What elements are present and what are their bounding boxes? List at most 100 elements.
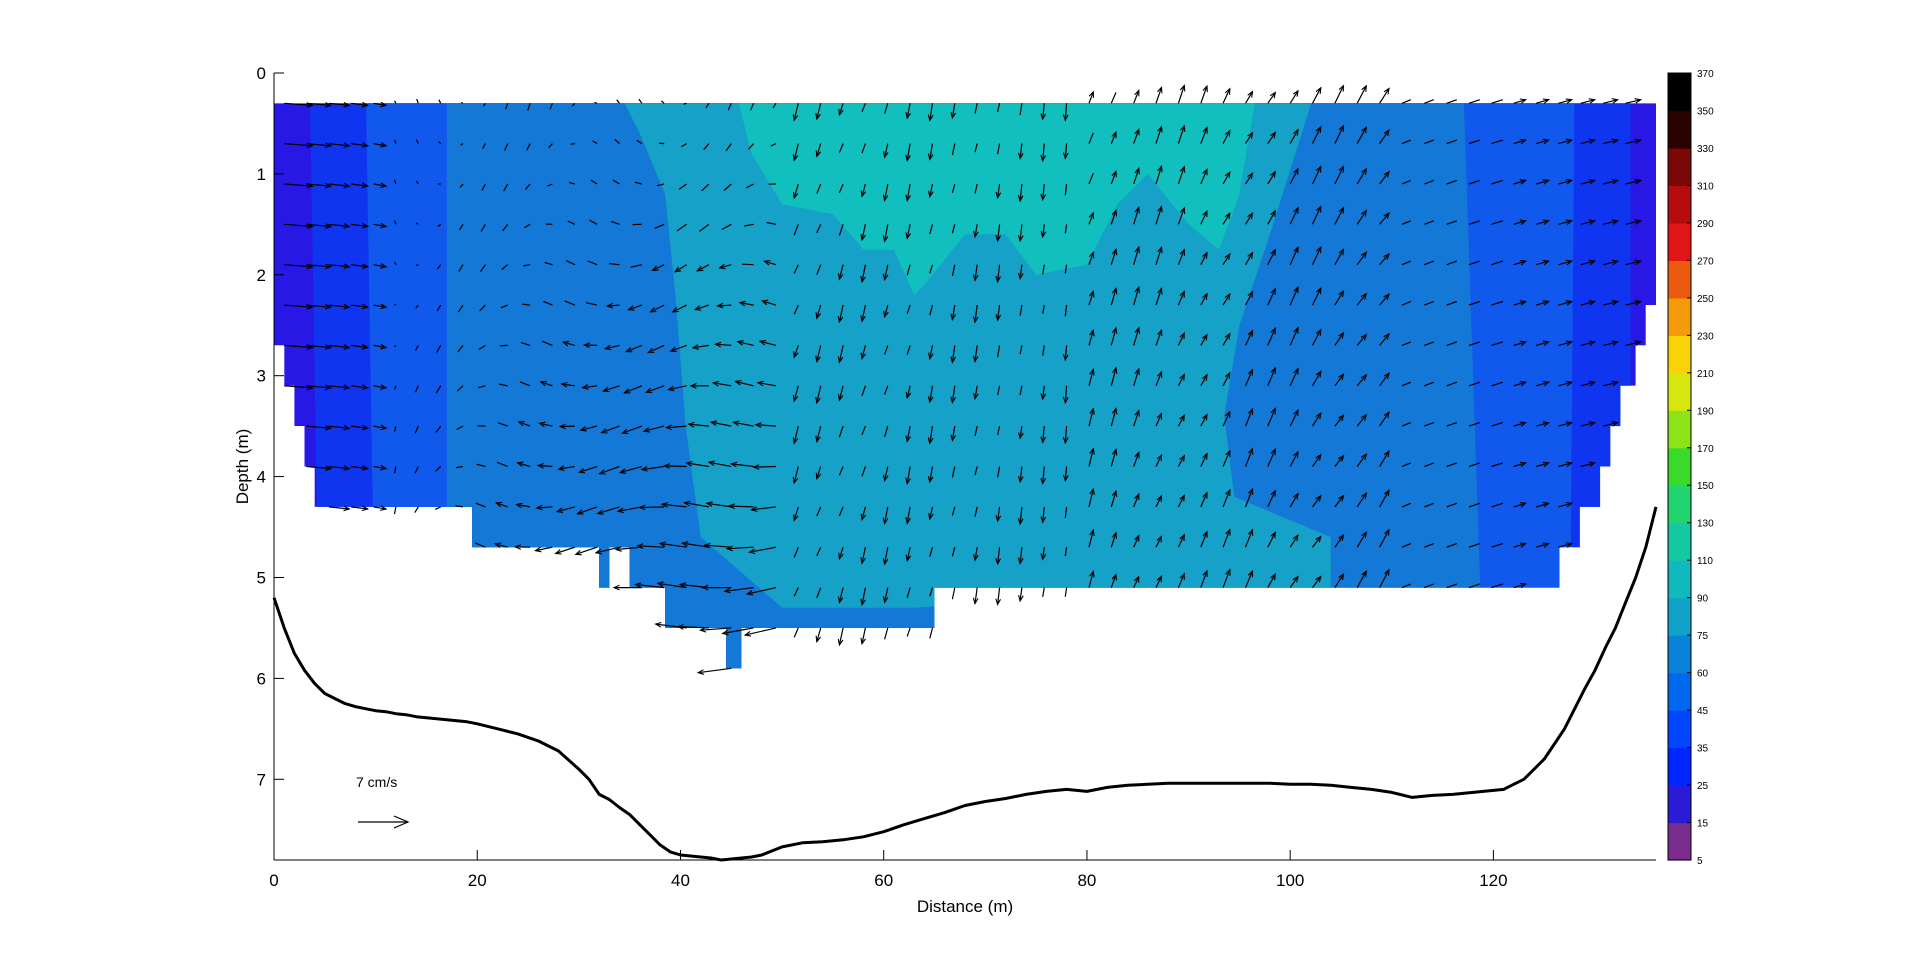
velocity-vector bbox=[884, 345, 889, 355]
velocity-vector bbox=[861, 143, 866, 154]
y-tick-label: 5 bbox=[257, 568, 266, 587]
velocity-vector bbox=[393, 179, 397, 185]
velocity-vector bbox=[837, 345, 844, 364]
velocity-vector bbox=[414, 385, 419, 393]
velocity-vector bbox=[1625, 178, 1643, 185]
velocity-vector bbox=[1200, 168, 1208, 185]
velocity-vector bbox=[1312, 575, 1322, 588]
velocity-vector bbox=[860, 304, 866, 323]
velocity-vector bbox=[1064, 587, 1068, 597]
velocity-vector bbox=[415, 139, 419, 144]
colorbar-tick-label: 190 bbox=[1697, 406, 1714, 417]
velocity-vector bbox=[884, 627, 889, 640]
velocity-vector bbox=[793, 546, 799, 558]
colorbar-segment bbox=[1668, 297, 1691, 336]
velocity-vector bbox=[1177, 248, 1185, 265]
velocity-vector bbox=[1491, 381, 1503, 387]
velocity-vector bbox=[884, 103, 889, 114]
velocity-vector bbox=[1267, 131, 1277, 144]
velocity-vector bbox=[605, 302, 620, 309]
velocity-vector bbox=[951, 466, 956, 478]
velocity-vector bbox=[1580, 300, 1597, 306]
velocity-vector bbox=[1580, 178, 1597, 185]
velocity-vector bbox=[437, 223, 442, 228]
velocity-vector bbox=[1424, 543, 1435, 548]
velocity-vector bbox=[602, 385, 620, 393]
velocity-vector bbox=[636, 139, 643, 145]
velocity-vector bbox=[1356, 492, 1368, 508]
velocity-vector bbox=[414, 506, 419, 513]
velocity-vector bbox=[394, 303, 397, 306]
velocity-vector bbox=[1535, 138, 1551, 145]
velocity-vector bbox=[1580, 421, 1597, 427]
velocity-vector bbox=[745, 587, 777, 596]
velocity-vector bbox=[1222, 87, 1231, 104]
velocity-vector bbox=[1064, 547, 1068, 557]
velocity-vector bbox=[1311, 245, 1322, 265]
velocity-vector bbox=[1133, 326, 1141, 346]
velocity-vector bbox=[547, 183, 553, 187]
velocity-vector bbox=[1558, 421, 1574, 427]
velocity-vector bbox=[1513, 542, 1528, 548]
velocity-vector bbox=[393, 220, 397, 225]
velocity-vector bbox=[1558, 300, 1574, 306]
velocity-vector bbox=[590, 179, 598, 185]
velocity-vector bbox=[480, 223, 486, 232]
velocity-vector bbox=[950, 345, 956, 364]
colorbar-segment bbox=[1668, 222, 1691, 261]
velocity-vector bbox=[496, 461, 508, 468]
colorbar-tick-label: 270 bbox=[1697, 256, 1714, 267]
velocity-vector bbox=[564, 300, 576, 306]
velocity-vector bbox=[746, 183, 754, 189]
velocity-vector bbox=[815, 466, 822, 481]
colorbar-segment bbox=[1668, 522, 1691, 561]
velocity-vector bbox=[373, 303, 388, 310]
velocity-vector bbox=[1603, 299, 1620, 306]
velocity-vector bbox=[1446, 99, 1458, 104]
velocity-vector bbox=[680, 541, 709, 548]
velocity-vector bbox=[1312, 535, 1322, 548]
velocity-vector bbox=[565, 260, 576, 266]
velocity-vector bbox=[1311, 205, 1322, 225]
velocity-vector bbox=[1468, 300, 1480, 306]
velocity-vector bbox=[482, 143, 486, 149]
velocity-vector bbox=[676, 623, 709, 630]
velocity-vector bbox=[373, 101, 388, 108]
velocity-vector bbox=[651, 264, 665, 272]
velocity-vector bbox=[493, 542, 508, 549]
velocity-vector bbox=[1356, 209, 1368, 225]
velocity-vector bbox=[1222, 212, 1231, 225]
velocity-vector bbox=[1042, 304, 1045, 314]
velocity-vector bbox=[1558, 542, 1574, 548]
x-tick-label: 120 bbox=[1479, 871, 1507, 890]
velocity-vector bbox=[1289, 450, 1299, 467]
velocity-vector bbox=[1535, 259, 1551, 266]
velocity-vector bbox=[838, 103, 844, 117]
velocity-vector bbox=[1491, 583, 1503, 589]
velocity-vector bbox=[756, 380, 777, 387]
velocity-vector bbox=[1222, 129, 1231, 144]
velocity-vector bbox=[1018, 587, 1024, 603]
velocity-vector-field bbox=[284, 84, 1643, 675]
velocity-vector bbox=[667, 385, 687, 392]
velocity-vector bbox=[414, 425, 419, 434]
velocity-vector bbox=[727, 503, 754, 510]
velocity-vector bbox=[600, 425, 620, 434]
y-axis-label: Depth (m) bbox=[233, 429, 252, 505]
velocity-vector bbox=[711, 380, 732, 387]
velocity-vector bbox=[1133, 492, 1140, 508]
velocity-vector bbox=[1401, 502, 1412, 508]
velocity-vector bbox=[1401, 543, 1412, 548]
velocity-vector bbox=[656, 183, 665, 187]
velocity-vector bbox=[1289, 408, 1299, 427]
velocity-vector bbox=[882, 183, 889, 202]
velocity-vector bbox=[1535, 98, 1551, 104]
velocity-vector bbox=[676, 223, 687, 232]
velocity-vector bbox=[1017, 547, 1024, 565]
velocity-vector bbox=[373, 222, 388, 229]
plot-axes: 0 20 40 60 80 100 120 0 1 2 3 4 5 6 7 bbox=[257, 64, 1656, 890]
velocity-vector bbox=[950, 385, 956, 404]
velocity-vector bbox=[1513, 340, 1528, 347]
velocity-vector bbox=[815, 143, 822, 158]
velocity-vector bbox=[882, 506, 889, 525]
